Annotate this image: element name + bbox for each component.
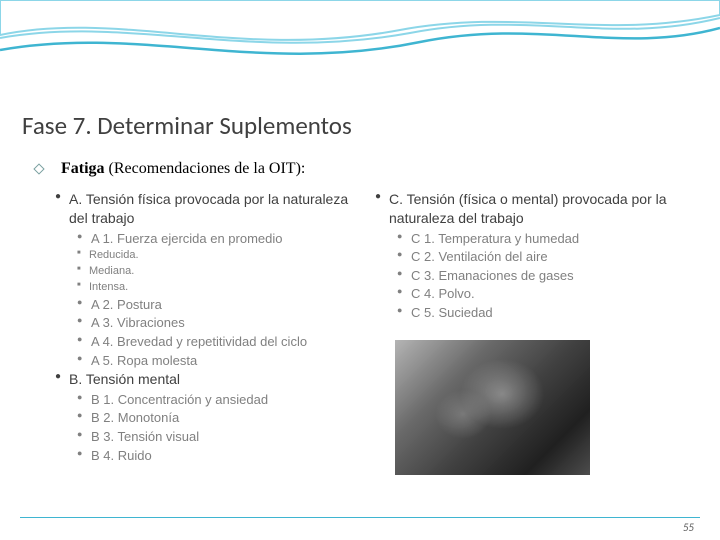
footer-line [20, 517, 700, 518]
subtitle-row: Fatiga (Recomendaciones de la OIT): [35, 160, 305, 178]
wave-decoration [0, 0, 720, 90]
list-item: C 3. Emanaciones de gases [397, 267, 675, 285]
list-item: B 2. Monotonía [77, 409, 355, 427]
section-c-heading: C. Tensión (física o mental) provocada p… [375, 190, 675, 228]
list-item: C 4. Polvo. [397, 285, 675, 303]
list-item: A 5. Ropa molesta [77, 352, 355, 370]
list-item: C 2. Ventilación del aire [397, 248, 675, 266]
list-item: C 1. Temperatura y humedad [397, 230, 675, 248]
list-item: B 4. Ruido [77, 447, 355, 465]
list-item: B 3. Tensión visual [77, 428, 355, 446]
left-column: A. Tensión física provocada por la natur… [55, 190, 355, 465]
slide-title: Fase 7. Determinar Suplementos [22, 110, 352, 141]
embedded-photo [395, 340, 590, 475]
list-item: A 2. Postura [77, 296, 355, 314]
list-item: C 5. Suciedad [397, 304, 675, 322]
list-item: A 4. Brevedad y repetitividad del ciclo [77, 333, 355, 351]
list-item: B 1. Concentración y ansiedad [77, 391, 355, 409]
subtitle-bold: Fatiga [61, 160, 105, 177]
subtitle-rest: (Recomendaciones de la OIT): [105, 160, 306, 177]
subtitle: Fatiga (Recomendaciones de la OIT): [61, 160, 305, 178]
list-item: A 3. Vibraciones [77, 314, 355, 332]
list-item: Reducida. [77, 248, 355, 263]
section-b-heading: B. Tensión mental [55, 370, 355, 389]
section-a-heading: A. Tensión física provocada por la natur… [55, 190, 355, 228]
page-number: 55 [683, 521, 694, 534]
list-item: Intensa. [77, 280, 355, 295]
diamond-bullet-icon [33, 163, 44, 174]
list-item: A 1. Fuerza ejercida en promedio [77, 230, 355, 248]
list-item: Mediana. [77, 264, 355, 279]
